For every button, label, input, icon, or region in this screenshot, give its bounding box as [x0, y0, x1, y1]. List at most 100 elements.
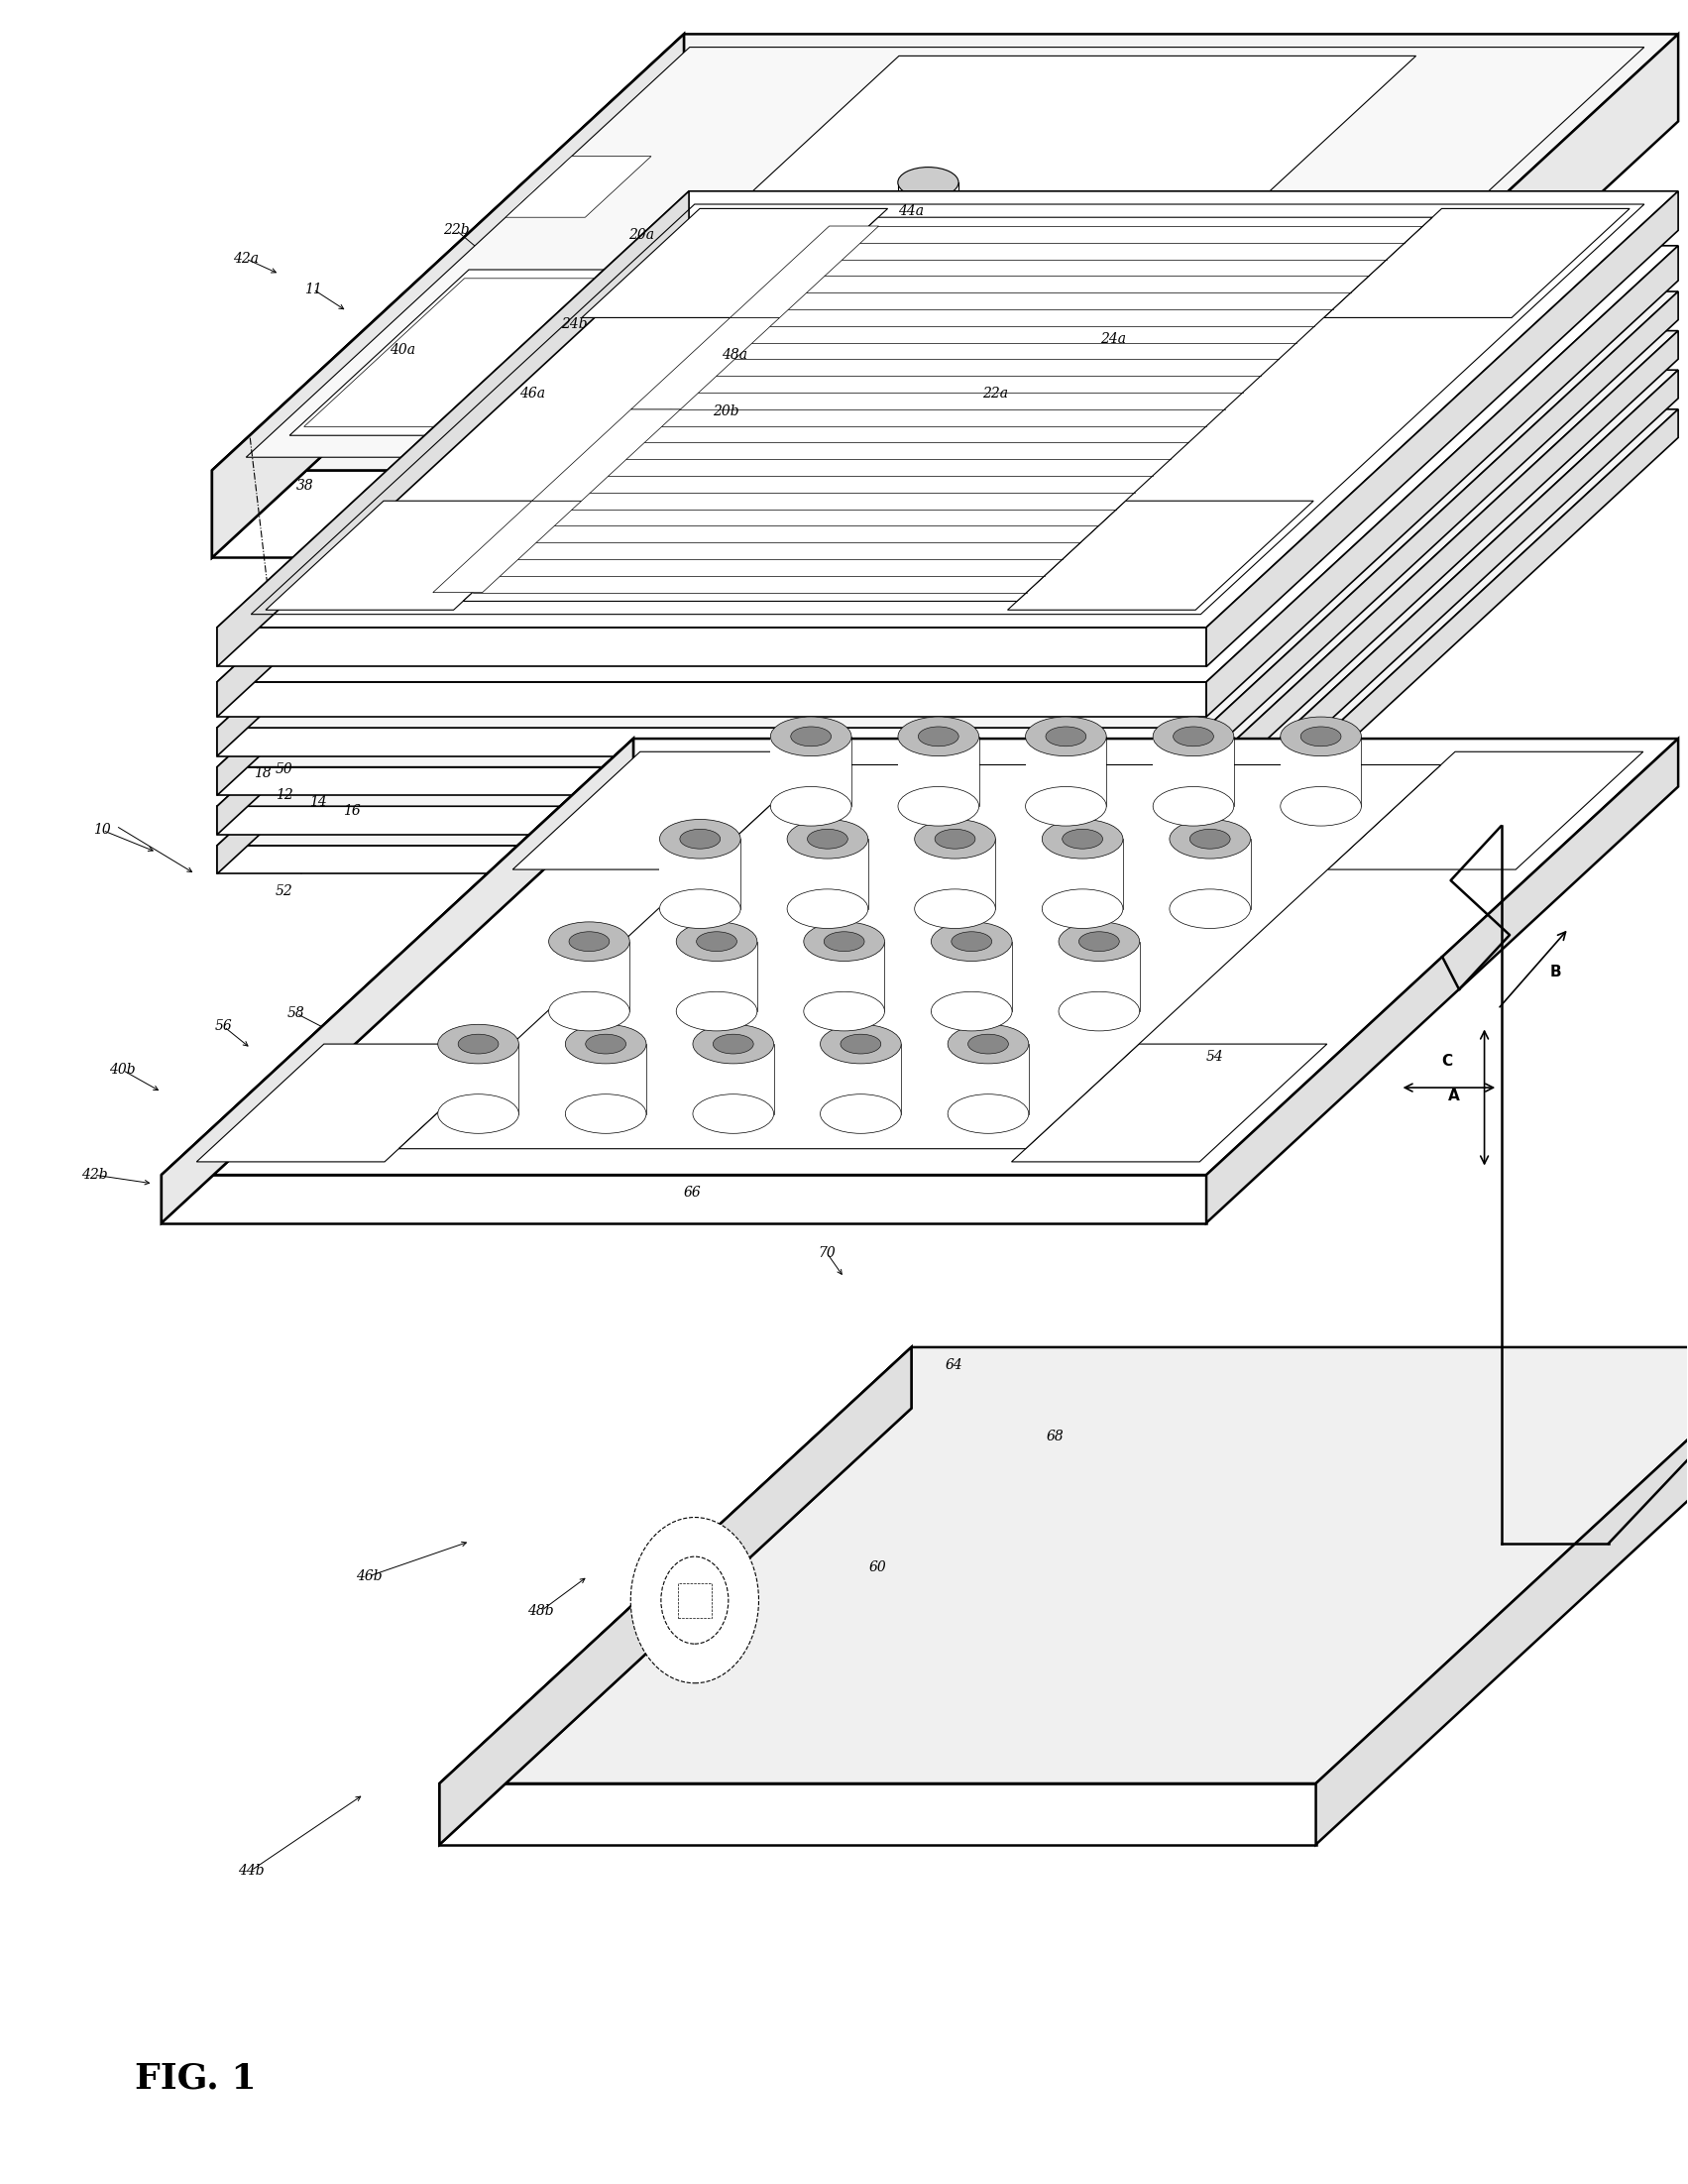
Ellipse shape	[565, 1094, 647, 1133]
Polygon shape	[218, 290, 1678, 727]
Polygon shape	[218, 330, 689, 795]
Polygon shape	[439, 1348, 912, 1845]
Polygon shape	[439, 1348, 1688, 1784]
Ellipse shape	[820, 1094, 901, 1133]
Polygon shape	[213, 35, 1678, 470]
Polygon shape	[218, 408, 689, 874]
Polygon shape	[218, 245, 689, 716]
Ellipse shape	[947, 1024, 1028, 1064]
Polygon shape	[1207, 192, 1678, 666]
Text: 54: 54	[1205, 1051, 1224, 1064]
Polygon shape	[692, 1044, 773, 1114]
Polygon shape	[1008, 559, 1308, 664]
Text: C: C	[1442, 1055, 1453, 1068]
Polygon shape	[265, 559, 567, 664]
Ellipse shape	[1281, 716, 1361, 756]
Ellipse shape	[677, 922, 758, 961]
Polygon shape	[665, 288, 1182, 638]
Text: 48a: 48a	[721, 347, 748, 363]
Polygon shape	[290, 269, 628, 435]
Polygon shape	[932, 941, 1013, 1011]
Polygon shape	[1026, 736, 1106, 806]
Ellipse shape	[1301, 727, 1340, 747]
Polygon shape	[463, 218, 1431, 601]
Text: 22b: 22b	[444, 223, 469, 238]
Text: 44a: 44a	[898, 203, 925, 218]
Polygon shape	[513, 751, 829, 869]
Polygon shape	[565, 1044, 647, 1114]
Polygon shape	[1170, 839, 1251, 909]
Ellipse shape	[770, 786, 851, 826]
Polygon shape	[1008, 500, 1313, 609]
Polygon shape	[915, 839, 996, 909]
Polygon shape	[677, 941, 758, 1011]
Ellipse shape	[1058, 922, 1139, 961]
Ellipse shape	[898, 168, 959, 199]
Ellipse shape	[787, 819, 868, 858]
Ellipse shape	[712, 1035, 753, 1055]
Ellipse shape	[457, 1035, 498, 1055]
Ellipse shape	[565, 1024, 647, 1064]
Ellipse shape	[1045, 727, 1085, 747]
Ellipse shape	[660, 889, 741, 928]
Text: 24a: 24a	[1101, 332, 1126, 347]
Polygon shape	[1207, 35, 1678, 557]
Polygon shape	[787, 839, 868, 909]
Text: FIG. 1: FIG. 1	[135, 2062, 257, 2094]
Ellipse shape	[1058, 992, 1139, 1031]
Polygon shape	[820, 1044, 901, 1114]
Ellipse shape	[820, 1024, 901, 1064]
Ellipse shape	[692, 1094, 773, 1133]
Polygon shape	[218, 290, 689, 756]
Ellipse shape	[803, 992, 885, 1031]
Ellipse shape	[967, 1035, 1008, 1055]
Circle shape	[631, 1518, 758, 1684]
Polygon shape	[631, 317, 780, 408]
Polygon shape	[439, 1348, 912, 1845]
Ellipse shape	[1041, 819, 1123, 858]
Ellipse shape	[915, 819, 996, 858]
Ellipse shape	[569, 933, 609, 952]
Circle shape	[662, 1557, 729, 1645]
Ellipse shape	[697, 933, 738, 952]
Polygon shape	[218, 627, 1207, 666]
Polygon shape	[582, 210, 888, 317]
Ellipse shape	[1026, 786, 1106, 826]
Ellipse shape	[898, 716, 979, 756]
Polygon shape	[213, 35, 684, 557]
Polygon shape	[265, 500, 572, 609]
Ellipse shape	[677, 992, 758, 1031]
Ellipse shape	[947, 1094, 1028, 1133]
Text: 66: 66	[684, 1186, 701, 1199]
Ellipse shape	[841, 1035, 881, 1055]
Polygon shape	[1323, 210, 1629, 317]
Polygon shape	[532, 408, 680, 500]
Text: 70: 70	[819, 1247, 836, 1260]
Polygon shape	[506, 157, 652, 218]
Ellipse shape	[1041, 889, 1123, 928]
Polygon shape	[439, 1784, 1317, 1845]
Polygon shape	[218, 408, 1678, 845]
Polygon shape	[1207, 408, 1678, 874]
Ellipse shape	[952, 933, 993, 952]
Polygon shape	[1207, 369, 1678, 834]
Ellipse shape	[680, 830, 721, 850]
Polygon shape	[1041, 839, 1123, 909]
Ellipse shape	[549, 992, 630, 1031]
Polygon shape	[398, 764, 1442, 1149]
Text: 48b: 48b	[527, 1605, 554, 1618]
Ellipse shape	[1153, 716, 1234, 756]
Polygon shape	[213, 470, 1207, 557]
Text: 60: 60	[869, 1562, 886, 1575]
Text: 50: 50	[275, 762, 294, 775]
Polygon shape	[1328, 751, 1642, 869]
Ellipse shape	[437, 1024, 518, 1064]
Polygon shape	[1207, 738, 1678, 1223]
Polygon shape	[731, 227, 879, 317]
Text: 38: 38	[295, 478, 314, 494]
Ellipse shape	[1153, 786, 1234, 826]
Polygon shape	[218, 369, 689, 834]
Text: 40b: 40b	[110, 1064, 137, 1077]
Ellipse shape	[1062, 830, 1102, 850]
Polygon shape	[432, 500, 581, 592]
